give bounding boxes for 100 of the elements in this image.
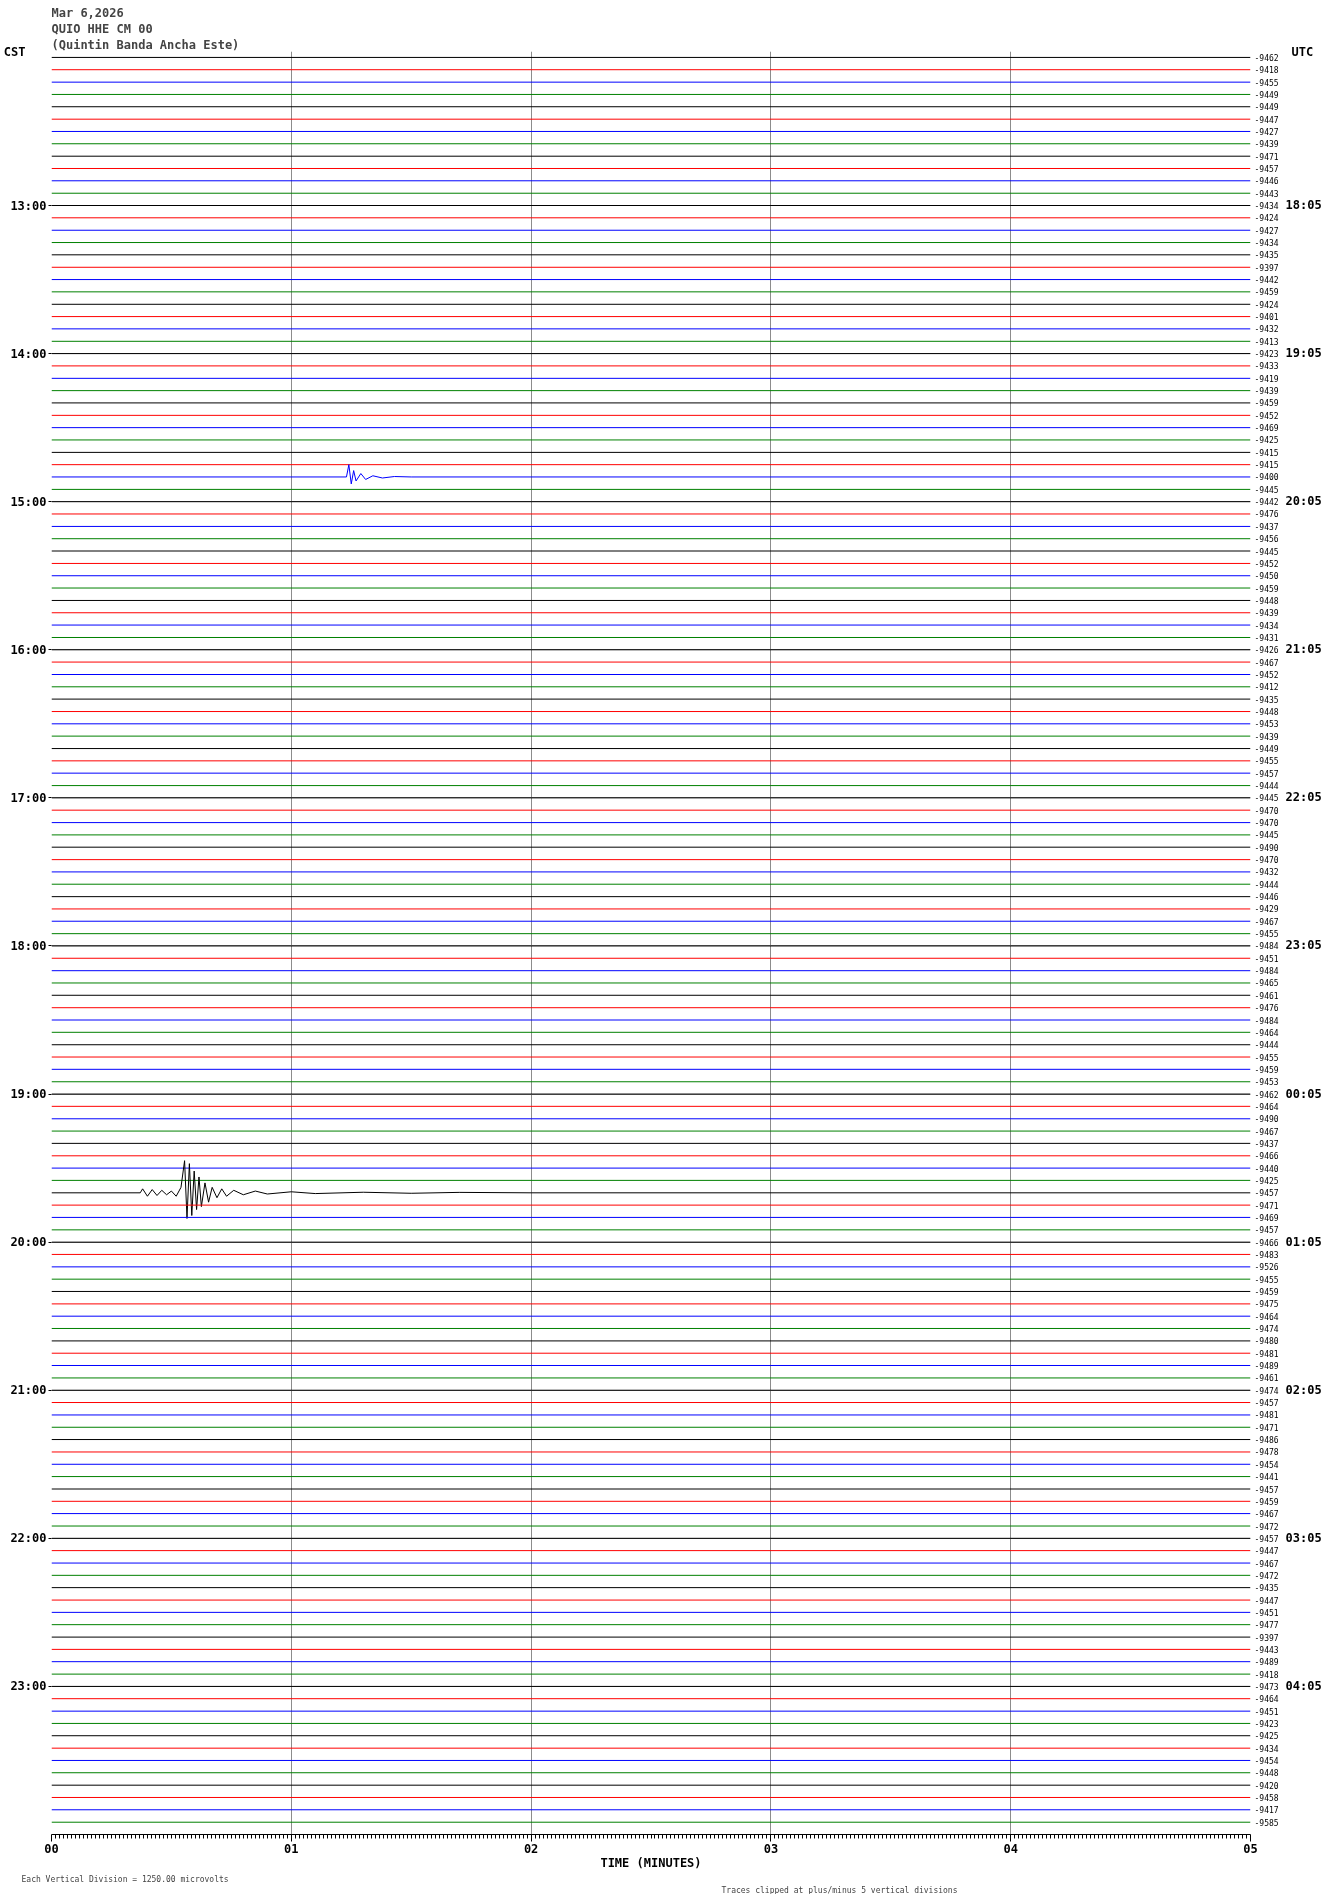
series-label: -9455 <box>1254 930 1279 940</box>
series-label: -9489 <box>1254 1362 1279 1371</box>
line-series <box>51 1160 1251 1219</box>
series-label: -9424 <box>1254 300 1279 310</box>
series-label: -9432 <box>1254 868 1279 878</box>
y-tick-label: 15:00 <box>10 494 47 509</box>
series-label: -9435 <box>1254 1584 1279 1594</box>
series-label: -9474 <box>1254 1386 1279 1396</box>
series-label: -9412 <box>1254 683 1279 693</box>
series-label: -9415 <box>1254 448 1279 458</box>
series-label: -9471 <box>1254 1201 1279 1211</box>
series-label: -9397 <box>1254 1633 1279 1643</box>
series-label: -9471 <box>1254 152 1279 162</box>
series-label: -9397 <box>1254 263 1279 273</box>
series-label: -9458 <box>1254 1793 1279 1803</box>
series-label: -9443 <box>1254 189 1279 199</box>
series-label: -9454 <box>1254 1460 1279 1470</box>
series-label: -9455 <box>1254 757 1279 767</box>
series-label: -9484 <box>1254 967 1279 977</box>
series-label: -9461 <box>1254 991 1279 1001</box>
series-label: -9441 <box>1254 1473 1279 1483</box>
x-tick-label: 03 <box>763 1841 779 1856</box>
series-label: -9459 <box>1254 399 1279 409</box>
series-label: -9445 <box>1254 794 1279 804</box>
series-label: -9417 <box>1254 1806 1279 1816</box>
series-label: -9452 <box>1254 559 1279 569</box>
series-label: -9457 <box>1254 1226 1279 1236</box>
series-label: -9483 <box>1254 1250 1279 1260</box>
series-label: -9451 <box>1254 1707 1279 1717</box>
series-label: -9467 <box>1254 1127 1279 1137</box>
series-label: -9440 <box>1254 1164 1279 1174</box>
series-label: -9418 <box>1254 1670 1279 1680</box>
series-label: -9419 <box>1254 374 1279 384</box>
series-label: -9467 <box>1254 917 1279 927</box>
y-tick-label: 20:00 <box>10 1235 47 1250</box>
y2-tick-label: 21:05 <box>1285 642 1322 657</box>
series-label: -9464 <box>1254 1312 1279 1322</box>
series-label: -9423 <box>1254 1719 1279 1729</box>
series-label: -9459 <box>1254 584 1279 594</box>
y2-axis-title: UTC <box>1291 44 1314 59</box>
series-label: -9486 <box>1254 1436 1279 1446</box>
y2-tick-label: 02:05 <box>1285 1382 1322 1397</box>
y2-tick-label: 20:05 <box>1285 493 1322 508</box>
x-tick-label: 04 <box>1003 1841 1018 1856</box>
series-label: -9526 <box>1254 1263 1279 1273</box>
series-label: -9451 <box>1254 1608 1279 1618</box>
series-label: -9431 <box>1254 633 1279 643</box>
series-label: -9454 <box>1254 1756 1279 1766</box>
series-label: -9447 <box>1254 1547 1279 1557</box>
series-label: -9434 <box>1254 1744 1279 1754</box>
y-tick-label: 18:00 <box>10 938 47 953</box>
series-label: -9443 <box>1254 1645 1279 1655</box>
y-tick-label: 23:00 <box>10 1679 47 1694</box>
y2-tick-label: 23:05 <box>1285 938 1322 953</box>
series-label: -9427 <box>1254 226 1279 236</box>
series-label: -9457 <box>1254 1399 1279 1409</box>
series-label: -9448 <box>1254 1769 1279 1779</box>
series-label: -9457 <box>1254 1485 1279 1495</box>
y-tick-label: 21:00 <box>10 1383 47 1398</box>
series-label: -9447 <box>1254 1596 1279 1606</box>
y2-tick-label: 00:05 <box>1285 1086 1322 1101</box>
series-label: -9437 <box>1254 1139 1279 1149</box>
series-label: -9425 <box>1254 436 1279 446</box>
series-label: -9449 <box>1254 103 1279 113</box>
series-label: -9423 <box>1254 350 1279 360</box>
series-label: -9433 <box>1254 362 1279 372</box>
line-series <box>51 464 1251 485</box>
series-label: -9434 <box>1254 621 1279 631</box>
series-label: -9469 <box>1254 424 1279 434</box>
series-label: -9442 <box>1254 276 1279 286</box>
series-label: -9447 <box>1254 115 1279 125</box>
series-label: -9445 <box>1254 831 1279 841</box>
series-label: -9401 <box>1254 313 1279 323</box>
series-label: -9448 <box>1254 708 1279 718</box>
series-label: -9444 <box>1254 880 1279 890</box>
series-label: -9427 <box>1254 127 1279 137</box>
series-label: -9470 <box>1254 806 1279 816</box>
annotation: (Quintin Banda Ancha Este) <box>51 37 240 52</box>
series-label: -9459 <box>1254 1287 1279 1297</box>
series-label: -9472 <box>1254 1571 1279 1581</box>
y2-tick-label: 03:05 <box>1285 1531 1322 1546</box>
series-label: -9466 <box>1254 1152 1279 1162</box>
series-label: -9464 <box>1254 1102 1279 1112</box>
series-label: -9462 <box>1254 53 1279 63</box>
series-label: -9462 <box>1254 1090 1279 1100</box>
series-label: -9425 <box>1254 1176 1279 1186</box>
series-label: -9425 <box>1254 1732 1279 1742</box>
series-label: -9484 <box>1254 942 1279 952</box>
series-label: -9464 <box>1254 1695 1279 1705</box>
series-label: -9439 <box>1254 609 1279 619</box>
series-label: -9484 <box>1254 1016 1279 1026</box>
series-label: -9478 <box>1254 1448 1279 1458</box>
y-tick-label: 19:00 <box>10 1087 47 1102</box>
y-tick-label: 17:00 <box>10 790 47 805</box>
series-label: -9446 <box>1254 177 1279 187</box>
y-tick-label: 14:00 <box>10 346 47 361</box>
series-label: -9471 <box>1254 1423 1279 1433</box>
text: Traces clipped at plus/minus 5 vertical divisions <box>721 1885 958 1894</box>
series-label: -9445 <box>1254 485 1279 495</box>
series-label: -9435 <box>1254 251 1279 261</box>
